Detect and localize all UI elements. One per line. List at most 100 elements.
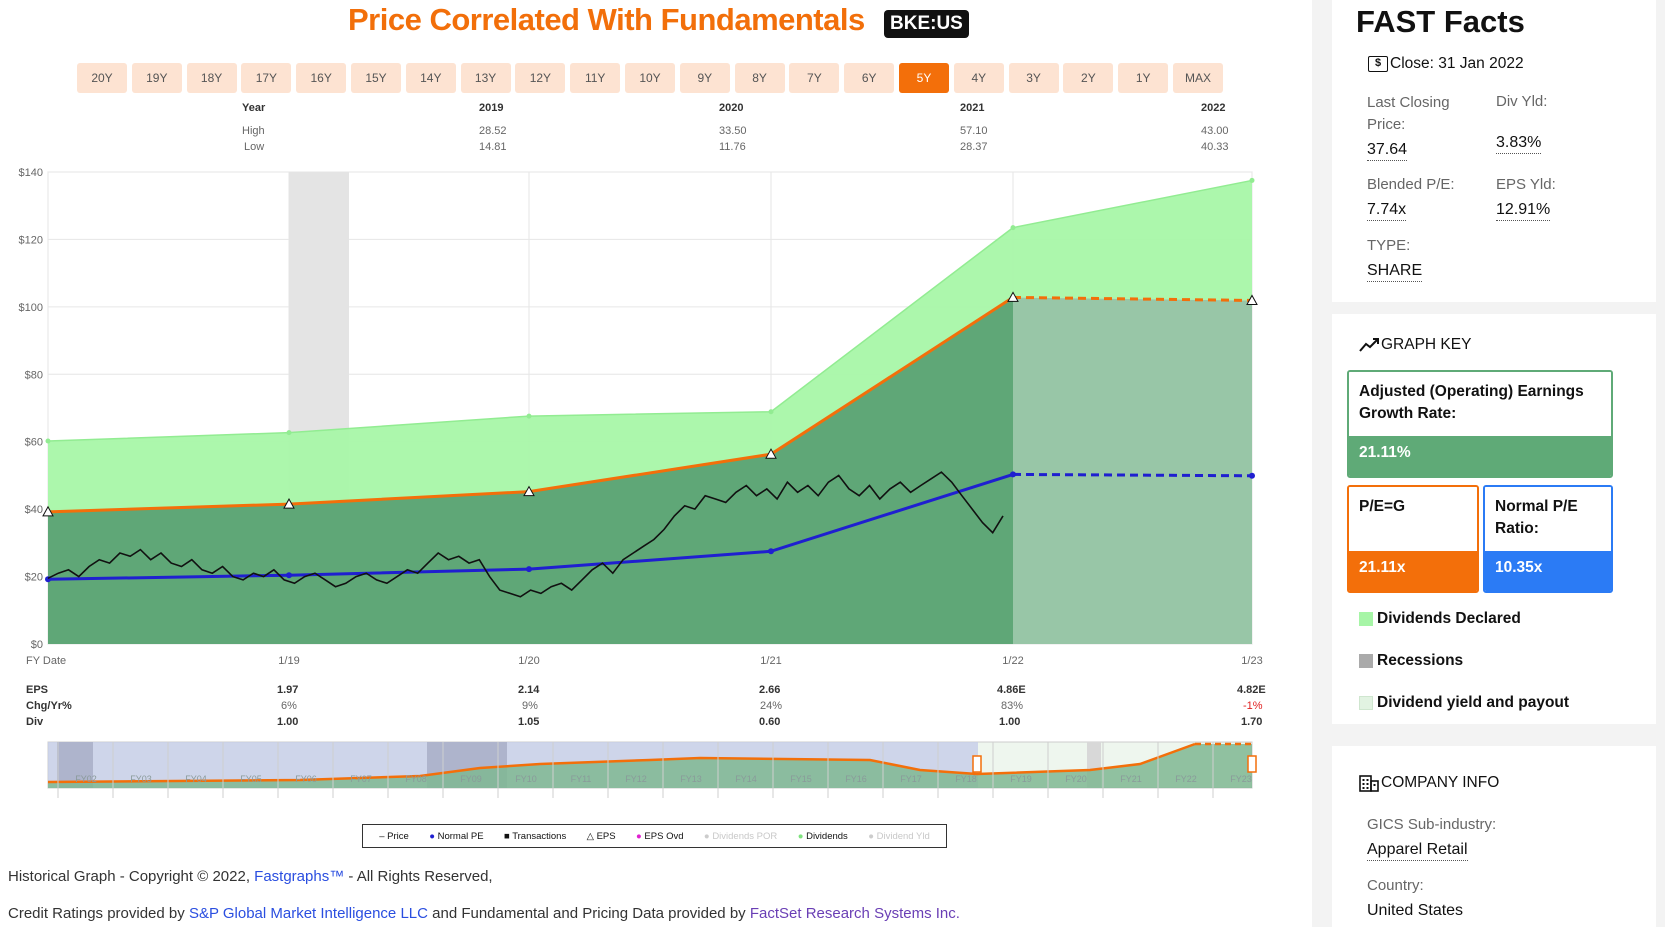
navigator-year-label: FY18 (955, 774, 977, 784)
range-button-3y[interactable]: 3Y (1008, 63, 1059, 93)
normal-pe-estimate-line (1012, 472, 1253, 478)
legend-item-eps-ovd[interactable]: ● EPS Ovd (636, 831, 683, 842)
low-val: 40.33 (1201, 141, 1229, 153)
timeline-navigator[interactable]: FY02 FY03 FY04 FY05 FY06 FY07 FY08 FY09 FY10 FY11… (0, 740, 1290, 800)
pe-value[interactable]: 7.74x (1367, 201, 1407, 221)
legend-marker: ■ (503, 830, 513, 842)
normal-pe-point (526, 566, 532, 573)
fastgraphs-link[interactable]: Fastgraphs™ (254, 868, 345, 885)
div-yld-label: Div Yld: (1496, 93, 1548, 110)
range-button-20y[interactable]: 20Y (77, 63, 127, 93)
price-fundamentals-chart[interactable]: $0 $20 $40 $60 $80 $100 $120 $140 FY Date 1/19 1/2… (0, 160, 1290, 680)
range-button-13y[interactable]: 13Y (460, 63, 511, 93)
x-tick-label: 1/21 (760, 655, 781, 667)
range-button-14y[interactable]: 14Y (405, 63, 456, 93)
legend-item-dividend-yld[interactable]: ● Dividend Yld (868, 831, 930, 842)
range-button-7y[interactable]: 7Y (789, 63, 840, 93)
credit-text-2: and Fundamental and Pricing Data provide… (427, 905, 750, 922)
normal-pe-value: 10.35x (1485, 551, 1611, 591)
credits-line: Credit Ratings provided by S&P Global Ma… (8, 905, 960, 922)
high-val: 57.10 (960, 125, 988, 137)
range-button-9y[interactable]: 9Y (679, 63, 730, 93)
dividends-line (47, 179, 1253, 442)
navigator-eps-line (47, 742, 1196, 784)
gics-label: GICS Sub-industry: (1367, 816, 1497, 833)
legend-label: Normal PE (437, 830, 484, 842)
sp-global-link[interactable]: S&P Global Market Intelligence LLC (188, 905, 428, 922)
building-icon (1359, 775, 1379, 792)
y-tick-label: $140 (19, 167, 43, 179)
range-button-max[interactable]: MAX (1173, 63, 1223, 93)
fast-facts-card: FAST Facts $ Close: 31 Jan 2022 Last Clo… (1332, 0, 1656, 302)
range-button-11y[interactable]: 11Y (570, 63, 621, 93)
dividend-yield-key: Dividend yield and payout (1359, 694, 1569, 712)
growth-rate-value: 21.11% (1349, 436, 1611, 476)
range-button-19y[interactable]: 19Y (131, 63, 182, 93)
dividend-yield-label: Dividend yield and payout (1377, 694, 1570, 711)
range-button-5y[interactable]: 5Y (899, 63, 949, 93)
legend-item-price[interactable]: – Price (379, 831, 409, 842)
eps-val: 4.86E (997, 684, 1026, 696)
legend-marker: ● (636, 830, 645, 842)
factset-link[interactable]: FactSet Research Systems Inc. (749, 905, 960, 922)
last-close-label: Last Closing Price: (1367, 94, 1450, 133)
chart-legend: – Price ● Normal PE ■ Transactions △ EPS ● E… (362, 824, 947, 848)
gics-value[interactable]: Apparel Retail (1367, 841, 1468, 861)
range-button-6y[interactable]: 6Y (844, 63, 895, 93)
legend-item-eps[interactable]: △ EPS (587, 831, 616, 842)
eps-point (1246, 294, 1258, 305)
normal-pe-label: Normal P/E Ratio: (1485, 487, 1611, 551)
legend-item-dividends[interactable]: ● Dividends (798, 831, 848, 842)
range-button-1y[interactable]: 1Y (1118, 63, 1169, 93)
range-button-10y[interactable]: 10Y (625, 63, 675, 93)
range-button-18y[interactable]: 18Y (186, 63, 237, 93)
x-tick-label: 1/19 (278, 655, 299, 667)
legend-item-dividends-por[interactable]: ● Dividends POR (704, 831, 777, 842)
copyright-line: Historical Graph - Copyright © 2022, Fas… (8, 868, 493, 885)
range-button-15y[interactable]: 15Y (351, 63, 401, 93)
sidebar: FAST Facts $ Close: 31 Jan 2022 Last Clo… (1312, 0, 1665, 927)
navigator-eps-area (48, 744, 1252, 788)
dividend-point (45, 438, 51, 444)
legend-label: Transactions (512, 830, 567, 842)
range-button-8y[interactable]: 8Y (734, 63, 785, 93)
dollar-box-icon: $ (1368, 56, 1388, 72)
y-tick-label: $120 (19, 234, 43, 246)
range-button-17y[interactable]: 17Y (241, 63, 292, 93)
navigator-year-label: FY08 (405, 774, 427, 784)
peg-label: P/E=G (1349, 487, 1477, 551)
graph-key-card: GRAPH KEY Adjusted (Operating) Earnings … (1332, 314, 1656, 724)
close-date: Close: 31 Jan 2022 (1390, 55, 1524, 72)
navigator-year-label: FY04 (185, 774, 207, 784)
navigator-year-label: FY17 (900, 774, 922, 784)
range-button-4y[interactable]: 4Y (953, 63, 1004, 93)
div-yld-value[interactable]: 3.83% (1496, 134, 1542, 154)
normal-pe-point (286, 572, 292, 579)
legend-label: EPS (596, 830, 616, 842)
time-range-selector: 20Y 19Y 18Y 17Y 16Y 15Y 14Y 13Y 12Y 11Y 10Y 9Y 8Y 7Y 6… (77, 63, 1227, 93)
graph-key-title: GRAPH KEY (1381, 336, 1472, 353)
navigator-year-label: FY15 (790, 774, 812, 784)
navigator-year-label: FY09 (460, 774, 482, 784)
eps-yld-value[interactable]: 12.91% (1496, 201, 1551, 221)
range-button-12y[interactable]: 12Y (515, 63, 566, 93)
navigator-year-label: FY07 (350, 774, 372, 784)
navigator-year-label: FY11 (571, 774, 592, 784)
recessions-key: Recessions (1359, 652, 1463, 670)
high-label: High (242, 125, 265, 137)
legend-item-transactions[interactable]: ■ Transactions (504, 831, 566, 842)
high-val: 28.52 (479, 125, 507, 137)
legend-marker: ● (797, 830, 807, 842)
rights-text: - All Rights Reserved, (344, 868, 493, 885)
recessions-label: Recessions (1377, 652, 1464, 669)
low-val: 11.76 (719, 141, 746, 153)
range-button-2y[interactable]: 2Y (1063, 63, 1114, 93)
range-button-16y[interactable]: 16Y (296, 63, 347, 93)
legend-item-normal-pe[interactable]: ● Normal PE (429, 831, 483, 842)
last-close-value[interactable]: 37.64 (1367, 141, 1408, 161)
legend-marker: ● (868, 830, 877, 842)
credit-text: Credit Ratings provided by (8, 905, 189, 922)
navigator-year-label: FY21 (1120, 774, 1142, 784)
type-value[interactable]: SHARE (1367, 262, 1423, 282)
